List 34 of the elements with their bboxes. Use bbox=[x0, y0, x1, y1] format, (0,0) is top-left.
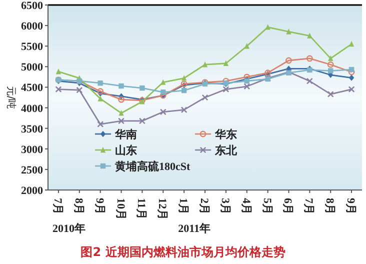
x-tick-label: 7月 bbox=[51, 198, 64, 214]
x-tick-label: 2月 bbox=[198, 198, 210, 214]
y-tick-label: 6500 bbox=[21, 0, 44, 12]
legend-label: 黄埔高硫180cSt bbox=[114, 160, 190, 173]
x-tick-label: 7月 bbox=[302, 198, 315, 214]
y-tick-label: 5000 bbox=[21, 62, 44, 74]
x-tick-label: 10月 bbox=[114, 198, 126, 220]
x-tick-label: 5月 bbox=[260, 198, 273, 214]
y-tick-label: 3500 bbox=[21, 123, 44, 136]
x-tick-label: 3月 bbox=[218, 198, 231, 214]
y-axis-title: 元/吨 bbox=[5, 86, 17, 110]
text: 2010年 bbox=[52, 222, 86, 235]
y-tick-label: 6000 bbox=[21, 20, 44, 33]
x-tick-label: 9月 bbox=[93, 198, 106, 214]
legend-label: 华东 bbox=[214, 128, 237, 141]
legend-label: 东北 bbox=[214, 144, 238, 157]
text: 图2 近期国内燃料油市场月均价格走势 bbox=[80, 245, 286, 259]
x-tick-label: 4月 bbox=[240, 198, 252, 214]
x-tick-label: 1月 bbox=[177, 198, 190, 214]
y-tick-label: 4000 bbox=[21, 102, 44, 115]
y-tick-label: 4500 bbox=[21, 82, 44, 94]
x-tick-label: 8月 bbox=[324, 198, 336, 214]
y-tick-label: 2500 bbox=[21, 164, 44, 176]
x-tick-label: 12月 bbox=[156, 198, 168, 220]
legend-label: 华南 bbox=[114, 128, 137, 141]
y-tick-label: 3000 bbox=[21, 144, 44, 156]
y-tick-label: 5500 bbox=[21, 41, 44, 54]
x-tick-label: 9月 bbox=[344, 198, 357, 214]
legend-label: 山东 bbox=[115, 144, 137, 157]
text: 2011年 bbox=[178, 222, 210, 235]
x-tick-label: 11月 bbox=[135, 198, 148, 220]
y-tick-label: 2000 bbox=[21, 185, 44, 197]
x-tick-label: 6月 bbox=[282, 198, 294, 214]
x-tick-label: 8月 bbox=[72, 198, 84, 214]
